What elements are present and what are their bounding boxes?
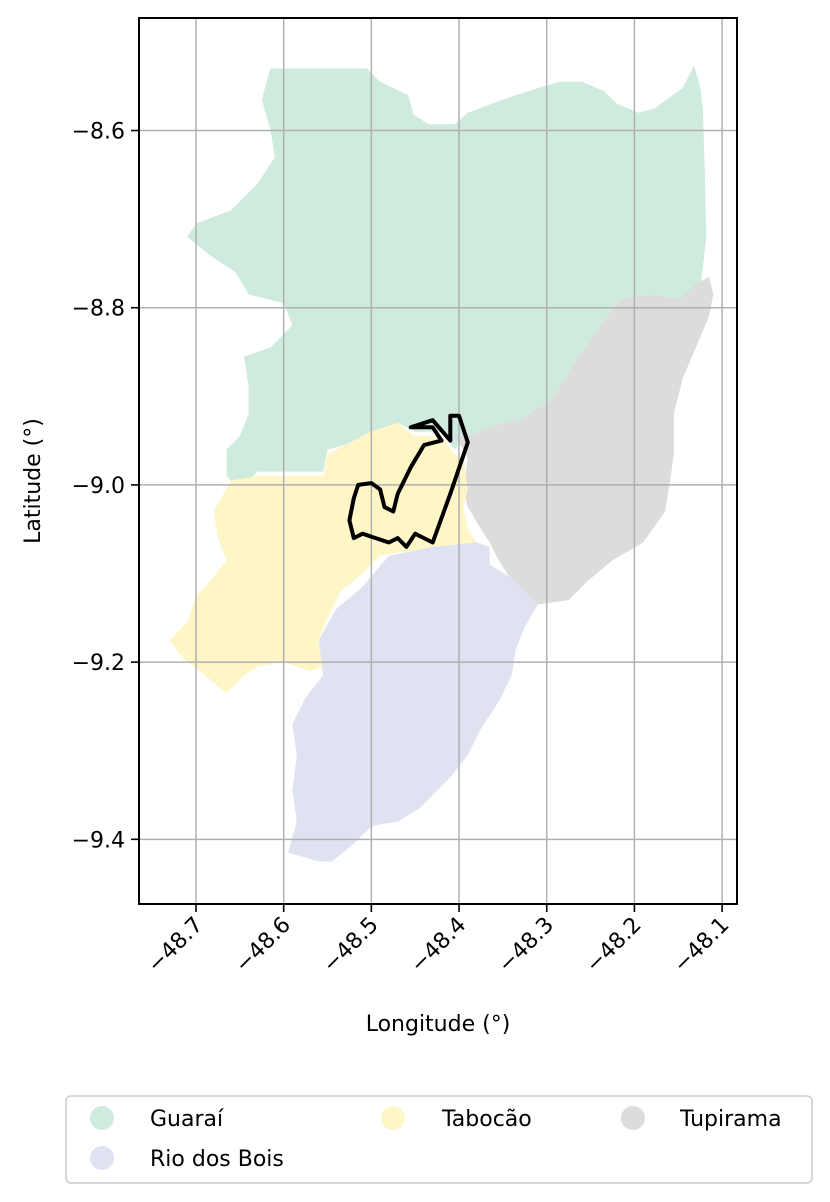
- y-axis-title: Latitude (°): [21, 418, 46, 544]
- legend-marker-tabocao: [381, 1106, 405, 1130]
- x-tick-label-6: −48.1: [669, 913, 734, 978]
- legend-label-tabocao: Tabocão: [441, 1107, 532, 1132]
- legend-entry-guarai: Guaraí: [90, 1106, 224, 1132]
- legend-label-rio-dos-bois: Rio dos Bois: [150, 1147, 284, 1172]
- region-tupirama: [441, 276, 714, 605]
- grid-layer: [139, 18, 737, 904]
- legend-label-guarai: Guaraí: [150, 1107, 224, 1132]
- legend-marker-tupirama: [621, 1106, 645, 1130]
- legend-marker-guarai: [90, 1106, 114, 1130]
- legend-label-tupirama: Tupirama: [679, 1107, 782, 1132]
- x-tick-label-2: −48.5: [318, 913, 383, 978]
- x-tick-label-5: −48.2: [581, 913, 646, 978]
- y-tick-label-1: −8.8: [72, 297, 125, 322]
- y-tick-label-0: −8.6: [72, 120, 125, 145]
- regions-layer: [169, 65, 714, 862]
- region-guarai: [187, 65, 707, 490]
- legend: Guaraí Tabocão Tupirama Rio dos Bois: [65, 1095, 813, 1184]
- x-tick-label-1: −48.6: [231, 913, 296, 978]
- legend-entry-rio-dos-bois: Rio dos Bois: [90, 1146, 284, 1172]
- y-tick-label-2: −9.0: [72, 474, 125, 499]
- y-tick-label-3: −9.2: [72, 651, 125, 676]
- outline-layer: [347, 413, 470, 549]
- x-tick-label-4: −48.3: [494, 913, 559, 978]
- legend-marker-rio-dos-bois: [90, 1146, 114, 1170]
- axes-frame: [138, 17, 738, 905]
- x-tick-label-3: −48.4: [406, 913, 471, 978]
- x-axis-title: Longitude (°): [366, 1012, 511, 1037]
- region-rio-dos-bois: [288, 542, 538, 862]
- boundary-outline: [347, 413, 470, 549]
- legend-entry-tupirama: Tupirama: [621, 1106, 782, 1132]
- legend-entry-tabocao: Tabocão: [381, 1106, 532, 1132]
- x-tick-label-0: −48.7: [143, 913, 208, 978]
- y-tick-label-4: −9.4: [72, 828, 125, 853]
